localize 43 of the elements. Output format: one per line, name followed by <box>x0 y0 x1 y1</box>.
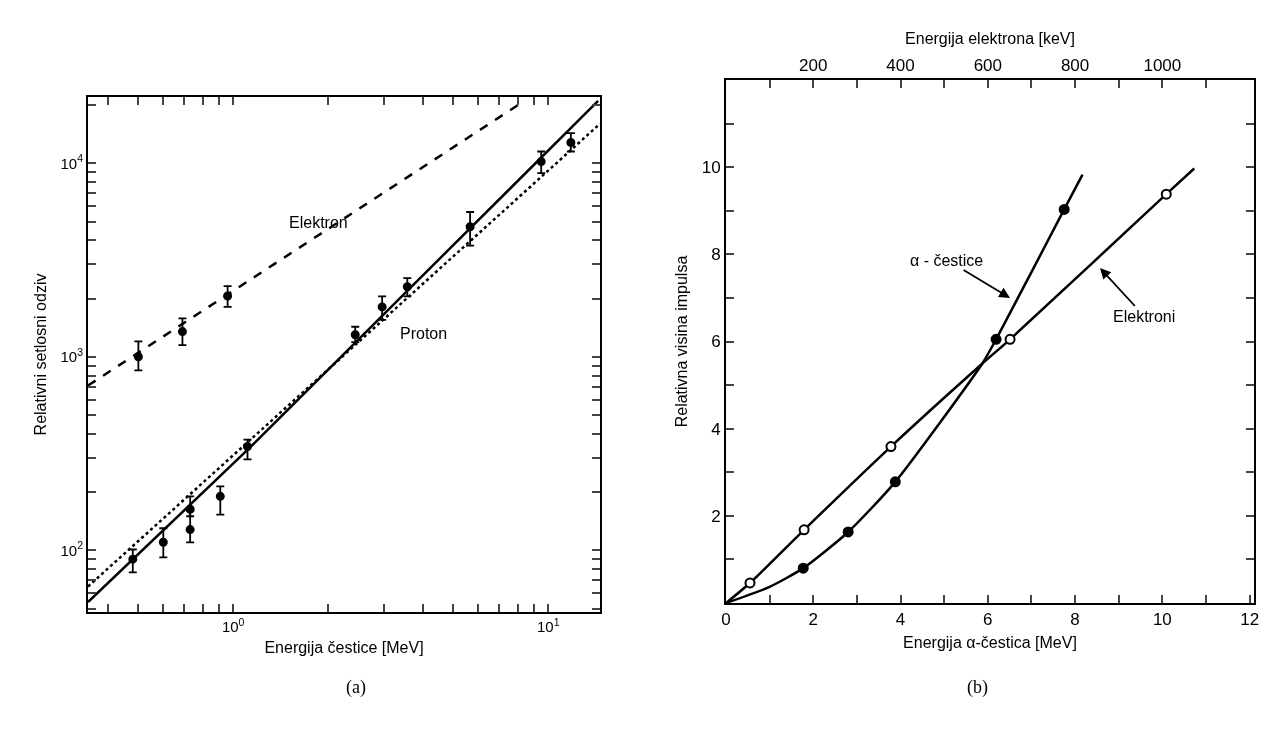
x-axis-title: Energija α-čestica [MeV] <box>903 633 1077 651</box>
y-tick-label: 8 <box>711 245 721 265</box>
x-tick-label: 4 <box>895 610 906 630</box>
annotation: Elektron <box>289 214 348 231</box>
y-tick-label: 4 <box>711 419 721 439</box>
x-tick-label: 10 <box>1152 610 1172 630</box>
x2-tick-label: 400 <box>886 56 915 76</box>
x2-tick-label: 800 <box>1060 56 1090 76</box>
x2-tick-label: 600 <box>973 56 1003 76</box>
x-tick-label: 0 <box>721 610 731 630</box>
point <box>885 441 897 453</box>
y-axis-title: Relativni setlosni odziv <box>31 273 49 436</box>
x-tick-label: 2 <box>808 610 818 630</box>
point <box>1058 203 1070 215</box>
x-tick-label: 6 <box>983 610 993 630</box>
point <box>1004 333 1016 345</box>
y-axis-title: Relativna visina impulsa <box>673 255 691 428</box>
x2-tick-label: 1000 <box>1143 56 1182 76</box>
x-tick-label: 10$^{1}$ <box>536 615 560 635</box>
point <box>1160 188 1172 200</box>
x-tick-label: 12 <box>1240 610 1260 630</box>
y-tick-label: 6 <box>711 332 721 352</box>
point <box>798 524 810 536</box>
point <box>990 333 1002 345</box>
annotation: Proton <box>400 325 448 342</box>
point <box>889 476 901 488</box>
y-tick-label: 10$^{4}$ <box>60 152 84 172</box>
y-tick-label: 2 <box>711 506 721 526</box>
y-tick-label: 10 <box>701 158 721 178</box>
x2-axis-title: Energija elektrona [keV] <box>905 29 1075 47</box>
annotation: Elektroni <box>1113 308 1176 325</box>
point <box>744 577 756 589</box>
x2-tick-label: 200 <box>799 56 828 76</box>
x-tick-label: 10$^{0}$ <box>221 615 245 635</box>
x-axis-title: Energija čestice [MeV] <box>264 639 424 657</box>
text: (b) <box>967 677 988 698</box>
y-tick-label: 10$^{2}$ <box>60 539 84 559</box>
point <box>797 562 809 574</box>
text: (a) <box>346 677 366 698</box>
y-tick-label: 10$^{3}$ <box>60 345 84 366</box>
point <box>842 526 854 538</box>
x-tick-label: 8 <box>1070 610 1080 630</box>
annotation: α - čestice <box>910 252 984 269</box>
